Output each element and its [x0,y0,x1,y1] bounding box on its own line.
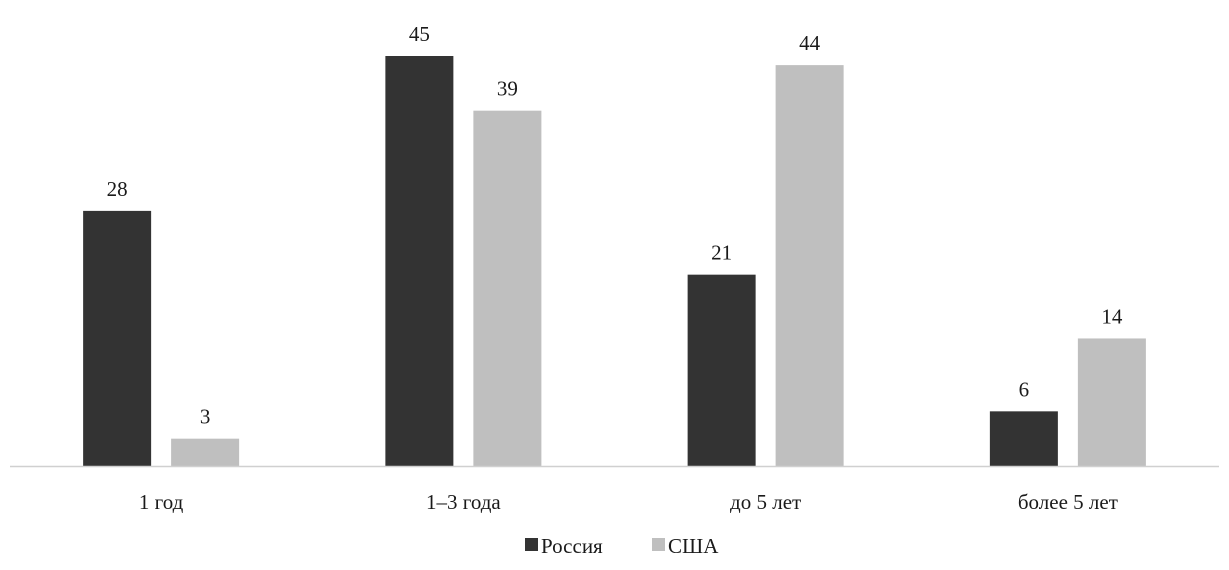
data-label: 44 [799,31,821,55]
value-labels-layer: 28 3 45 39 21 44 6 14 [107,22,1123,429]
bar-series-2-2 [473,110,542,467]
x-tick-label: 1 год [139,490,184,514]
x-tick-label: 1–3 года [426,490,501,514]
data-label: 39 [497,77,518,101]
bar-series-1-1 [83,210,152,466]
legend: Россия США [525,534,719,558]
data-label: 45 [409,22,430,46]
bars-layer [83,56,1146,467]
data-label: 14 [1101,304,1123,328]
legend-swatch-1 [525,538,538,551]
bar-series-1-2 [385,56,454,466]
x-tick-label: более 5 лет [1018,490,1118,514]
data-label: 3 [200,405,211,429]
bar-series-1-4 [989,411,1058,466]
bar-series-2-4 [1077,338,1146,466]
bar-series-2-3 [775,65,844,466]
legend-swatch-2 [652,538,665,551]
data-label: 28 [107,177,128,201]
x-tick-label: до 5 лет [730,490,801,514]
bar-series-1-3 [687,274,756,466]
legend-label-1: Россия [541,534,603,558]
legend-label-2: США [668,534,719,558]
x-tick-labels-layer: 1 год 1–3 года до 5 лет более 5 лет [139,490,1118,514]
data-label: 6 [1019,377,1030,401]
data-label: 21 [711,241,732,265]
bar-series-2-1 [171,438,240,466]
